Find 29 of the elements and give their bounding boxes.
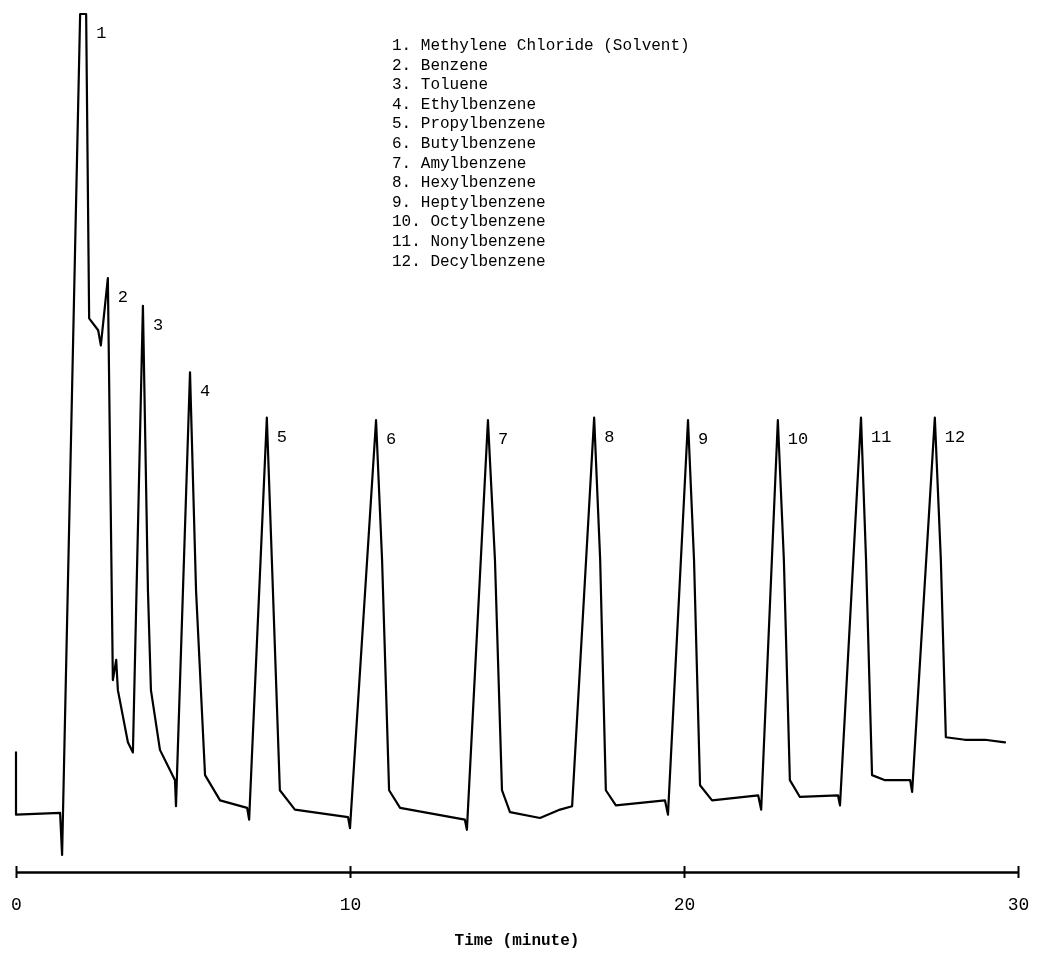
annotation: 3 bbox=[152, 315, 164, 335]
annotation: 5 bbox=[276, 427, 288, 447]
annotation: 6 bbox=[386, 430, 397, 450]
annotation: 12 bbox=[944, 427, 966, 447]
annotation: 2 bbox=[117, 288, 129, 308]
x-tick-label: 30 bbox=[1007, 894, 1030, 915]
annotation: 7. Amylbenzene bbox=[392, 154, 527, 173]
annotation: 6. Butylbenzene bbox=[392, 135, 537, 153]
annotation: 1 bbox=[96, 24, 107, 43]
annotation: 10 bbox=[787, 430, 809, 450]
annotation: 11 bbox=[871, 427, 892, 447]
annotation: 3. Toluene bbox=[392, 76, 489, 95]
annotation: 10. Octylbenzene bbox=[392, 213, 546, 232]
annotation: 1. Methylene Chloride (Solvent) bbox=[392, 37, 690, 55]
annotation: 2. Benzene bbox=[392, 56, 489, 75]
annotation: 4 bbox=[200, 382, 211, 402]
annotation: 9 bbox=[698, 430, 709, 450]
annotation: 8. Hexylbenzene bbox=[392, 174, 537, 193]
annotation: 9. Heptylbenzene bbox=[392, 193, 546, 212]
annotation: 11. Nonylbenzene bbox=[392, 233, 546, 251]
x-tick-label: 0 bbox=[11, 894, 22, 915]
x-tick-label: 20 bbox=[673, 894, 696, 915]
x-axis-title: Time (minute) bbox=[454, 932, 580, 950]
annotation: 7 bbox=[497, 430, 509, 450]
annotation: 5. Propylbenzene bbox=[392, 115, 546, 134]
annotation: 8 bbox=[604, 427, 615, 447]
annotation: 12. Decylbenzene bbox=[392, 252, 546, 271]
x-tick-label: 10 bbox=[339, 894, 362, 915]
annotation: 4. Ethylbenzene bbox=[392, 95, 537, 114]
